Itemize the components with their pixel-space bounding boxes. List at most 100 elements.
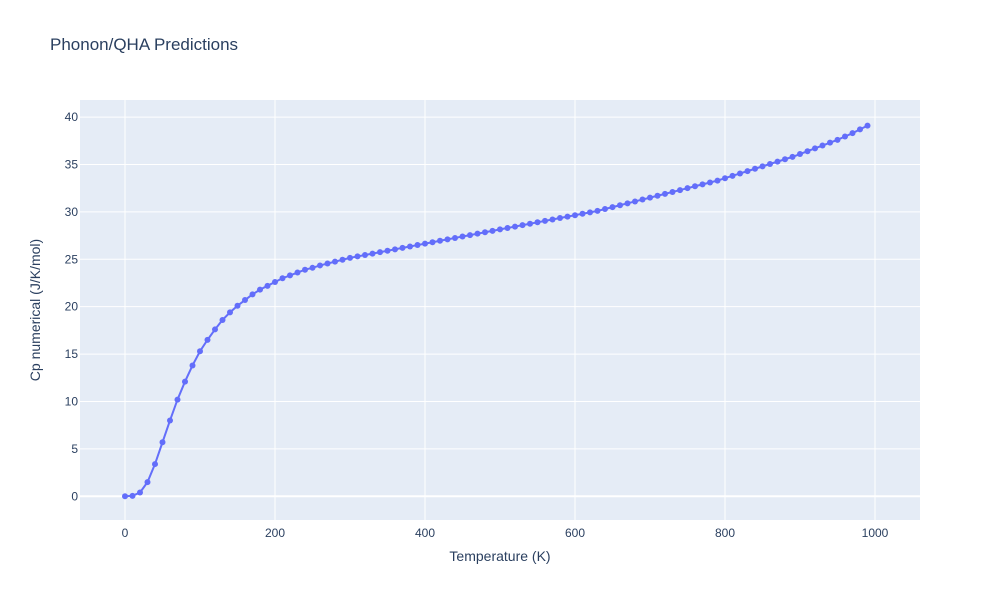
data-point[interactable] [452, 234, 458, 241]
data-point[interactable] [137, 489, 143, 496]
data-point[interactable] [294, 269, 301, 276]
data-point[interactable] [632, 198, 638, 205]
data-point[interactable] [444, 236, 451, 243]
data-point[interactable] [594, 207, 601, 214]
data-point[interactable] [512, 223, 518, 230]
data-point[interactable] [579, 210, 586, 217]
data-point[interactable] [377, 249, 383, 256]
data-point[interactable] [152, 461, 158, 468]
data-point[interactable] [834, 136, 841, 143]
data-point[interactable] [842, 133, 848, 140]
data-point[interactable] [339, 256, 346, 263]
data-point[interactable] [197, 348, 203, 355]
data-point[interactable] [819, 142, 826, 149]
data-point[interactable] [714, 177, 721, 184]
data-point[interactable] [369, 250, 376, 257]
data-point[interactable] [212, 326, 218, 333]
data-point[interactable] [564, 213, 571, 220]
data-point[interactable] [797, 151, 803, 158]
data-point[interactable] [857, 126, 863, 133]
data-point[interactable] [849, 130, 856, 137]
data-point[interactable] [407, 243, 413, 250]
data-point[interactable] [534, 219, 541, 226]
data-point[interactable] [437, 237, 443, 244]
data-point[interactable] [272, 279, 278, 286]
data-point[interactable] [692, 183, 698, 190]
data-point[interactable] [504, 224, 511, 231]
data-point[interactable] [182, 378, 188, 385]
data-point[interactable] [647, 194, 653, 201]
data-point[interactable] [812, 145, 818, 152]
data-point[interactable] [122, 493, 128, 500]
data-point[interactable] [609, 204, 616, 211]
data-point[interactable] [587, 209, 593, 216]
data-point[interactable] [429, 239, 436, 246]
data-point[interactable] [729, 172, 736, 179]
data-point[interactable] [557, 215, 563, 222]
data-point[interactable] [362, 252, 368, 259]
data-point[interactable] [549, 216, 556, 223]
data-point[interactable] [497, 226, 503, 233]
data-point[interactable] [279, 275, 286, 282]
data-point[interactable] [482, 229, 488, 236]
data-point[interactable] [347, 254, 353, 261]
data-point[interactable] [602, 206, 608, 213]
data-point[interactable] [392, 246, 398, 253]
data-point[interactable] [684, 185, 691, 192]
data-point[interactable] [677, 187, 683, 194]
data-point[interactable] [759, 163, 766, 170]
data-point[interactable] [722, 175, 728, 182]
data-point[interactable] [624, 200, 631, 207]
data-point[interactable] [309, 264, 316, 271]
data-point[interactable] [699, 181, 706, 188]
data-point[interactable] [744, 168, 751, 175]
data-point[interactable] [864, 122, 871, 129]
data-point[interactable] [189, 362, 196, 369]
data-point[interactable] [459, 233, 466, 240]
data-point[interactable] [227, 309, 233, 316]
data-point[interactable] [354, 253, 361, 260]
data-point[interactable] [129, 492, 136, 499]
data-point[interactable] [332, 258, 338, 265]
data-point[interactable] [617, 202, 623, 209]
data-point[interactable] [204, 336, 211, 343]
data-point[interactable] [752, 165, 758, 172]
data-point[interactable] [774, 158, 781, 165]
data-point[interactable] [302, 266, 308, 273]
data-point[interactable] [467, 232, 473, 239]
data-point[interactable] [324, 260, 331, 267]
data-point[interactable] [264, 282, 271, 289]
data-point[interactable] [669, 188, 676, 195]
data-point[interactable] [234, 302, 241, 309]
data-point[interactable] [287, 272, 293, 279]
data-point[interactable] [804, 148, 811, 155]
data-point[interactable] [219, 316, 226, 323]
data-point[interactable] [384, 247, 391, 254]
data-point[interactable] [827, 139, 833, 146]
data-point[interactable] [257, 286, 263, 293]
data-point[interactable] [242, 297, 248, 304]
data-point[interactable] [174, 396, 181, 403]
data-point[interactable] [474, 230, 481, 237]
data-point[interactable] [737, 170, 743, 177]
data-point[interactable] [414, 242, 421, 249]
data-point[interactable] [654, 192, 661, 199]
data-point[interactable] [317, 262, 323, 269]
data-point[interactable] [167, 417, 173, 424]
data-point[interactable] [639, 196, 646, 203]
data-point[interactable] [422, 240, 428, 247]
data-point[interactable] [144, 479, 151, 486]
data-point[interactable] [399, 244, 406, 251]
data-point[interactable] [707, 179, 713, 186]
data-point[interactable] [519, 222, 526, 229]
data-point[interactable] [767, 160, 773, 167]
data-point[interactable] [527, 220, 533, 227]
data-point[interactable] [249, 291, 256, 298]
data-point[interactable] [489, 227, 496, 234]
data-point[interactable] [662, 190, 668, 197]
data-point[interactable] [789, 153, 796, 160]
data-point[interactable] [782, 156, 788, 163]
data-point[interactable] [542, 217, 548, 224]
data-point[interactable] [572, 212, 578, 219]
data-point[interactable] [159, 439, 166, 446]
